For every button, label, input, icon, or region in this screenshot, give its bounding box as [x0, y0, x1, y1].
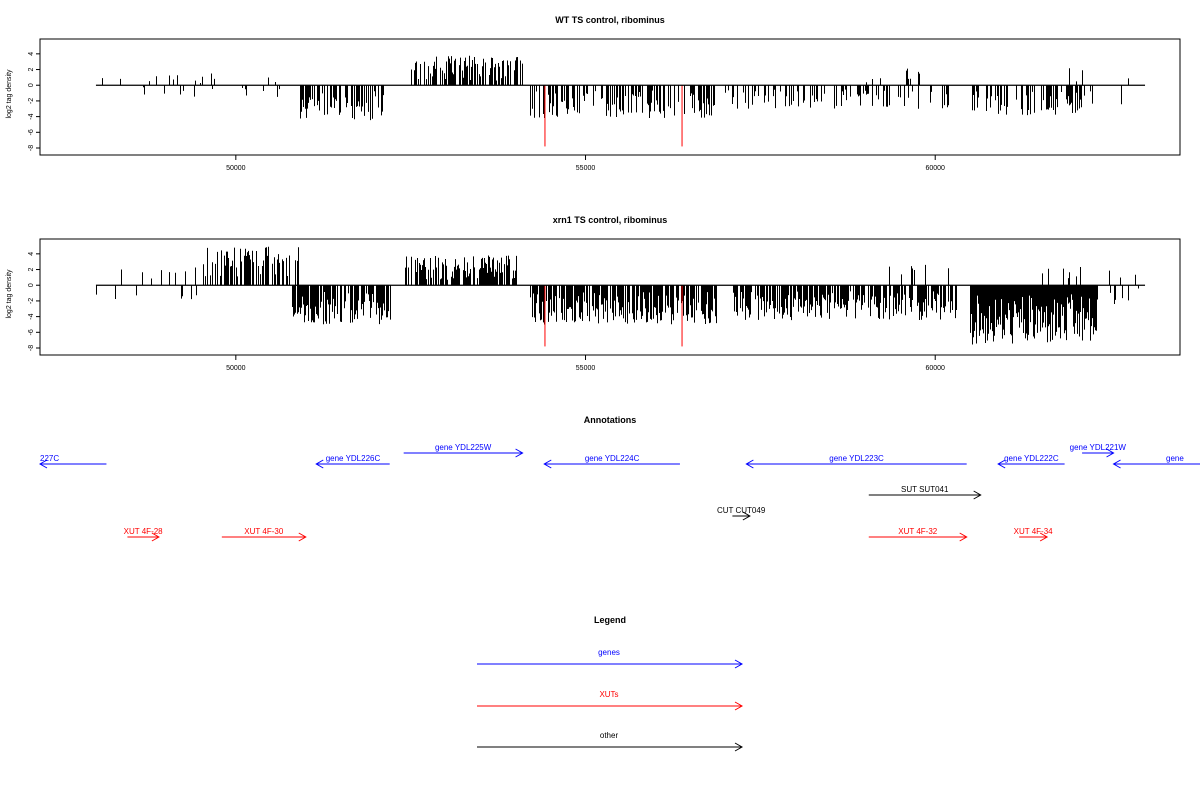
feature-label: gene YDL223C: [829, 454, 884, 463]
arrow-head: [742, 511, 751, 521]
coverage-bars: [96, 246, 1139, 345]
legend: Legend genes XUTs other: [477, 615, 744, 752]
xut-feature: XUT 4F-34: [1014, 527, 1054, 542]
xrn1-coverage-panel: xrn1 TS control, ribominus log2 tag dens…: [6, 215, 1181, 372]
feature-label: XUT 4F-28: [124, 527, 164, 536]
arrow-head: [1112, 459, 1121, 469]
y-tick-label: -6: [28, 329, 35, 335]
y-tick-label: -2: [28, 298, 35, 304]
y-axis-label: log2 tag density: [6, 69, 13, 119]
legend-label: other: [600, 731, 619, 740]
legend-item-other: other: [477, 731, 744, 752]
x-tick-label: 50000: [226, 365, 246, 372]
gene-feature: gene YDL223C: [745, 454, 967, 469]
legend-label: genes: [598, 648, 620, 657]
arrow-head: [298, 532, 307, 542]
feature-label: gene YDL221W: [1070, 443, 1127, 452]
gene-feature: 227C: [38, 454, 107, 469]
x-tick-label: 55000: [576, 365, 596, 372]
arrow-head: [1039, 532, 1049, 542]
gene-feature: gene YDL224C: [543, 454, 680, 469]
feature-label: gene YDL224C: [585, 454, 640, 463]
feature-label: CUT CUT049: [717, 506, 766, 515]
y-tick-label: -2: [28, 98, 35, 104]
coverage-bars: [102, 55, 1129, 121]
x-tick-label: 60000: [925, 165, 945, 172]
arrow-head: [734, 742, 744, 752]
y-tick-label: 0: [28, 83, 35, 87]
y-tick-label: -8: [28, 345, 35, 351]
arrow-head: [515, 448, 524, 458]
other-feature: SUT SUT041: [868, 485, 982, 500]
gene-feature: gene YDL225W: [403, 443, 524, 458]
arrow-head: [315, 459, 324, 469]
x-axis: 50000 55000 60000: [226, 155, 945, 172]
x-axis: 50000 55000 60000: [226, 355, 945, 372]
y-tick-label: 0: [28, 283, 35, 287]
feature-label: gene YDL225W: [435, 443, 492, 452]
arrow-head: [151, 532, 160, 542]
y-tick-label: -6: [28, 129, 35, 135]
arrow-head: [745, 459, 754, 469]
arrow-head: [734, 701, 744, 711]
feature-label: SUT SUT041: [901, 485, 949, 494]
other-feature: CUT CUT049: [717, 506, 766, 521]
annotation-features: 227C gene YDL226C gene YDL225W gene YDL224C…: [38, 443, 1200, 542]
legend-items: genes XUTs other: [477, 648, 744, 752]
y-tick-label: -4: [28, 313, 35, 319]
arrow-head: [38, 459, 48, 469]
legend-item-gene: genes: [477, 648, 744, 669]
feature-label: gene YDL222C: [1004, 454, 1059, 463]
y-tick-label: 4: [28, 52, 35, 56]
gene-feature: gene: [1112, 454, 1200, 469]
gene-feature: gene YDL226C: [315, 454, 390, 469]
x-tick-label: 50000: [226, 165, 246, 172]
y-axis-label: log2 tag density: [6, 269, 13, 319]
y-tick-label: -4: [28, 113, 35, 119]
legend-title: Legend: [594, 615, 626, 625]
gene-feature: gene YDL222C: [997, 454, 1065, 469]
legend-label: XUTs: [599, 690, 618, 699]
feature-label: 227C: [40, 454, 59, 463]
highlight-bars: [544, 285, 683, 347]
annotations-title: Annotations: [584, 415, 637, 425]
y-tick-label: 2: [28, 267, 35, 271]
y-tick-label: -8: [28, 145, 35, 151]
x-tick-label: 60000: [925, 365, 945, 372]
arrow-head: [734, 659, 744, 669]
feature-label: XUT 4F-34: [1014, 527, 1054, 536]
gene-feature: gene YDL221W: [1070, 443, 1127, 458]
y-axis: 4 2 0 -2 -4 -6 -8: [28, 252, 41, 351]
arrow-head: [997, 459, 1006, 469]
arrow-head: [959, 532, 968, 542]
feature-label: XUT 4F-32: [898, 527, 938, 536]
y-axis: 4 2 0 -2 -4 -6 -8: [28, 52, 41, 151]
x-tick-label: 55000: [576, 165, 596, 172]
xut-feature: XUT 4F-28: [124, 527, 164, 542]
legend-item-xut: XUTs: [477, 690, 744, 711]
arrow-head: [1106, 448, 1115, 458]
panel-title: xrn1 TS control, ribominus: [553, 215, 668, 225]
feature-label: gene YDL226C: [326, 454, 381, 463]
feature-label: XUT 4F-30: [244, 527, 284, 536]
wt-coverage-panel: WT TS control, ribominus log2 tag densit…: [6, 15, 1181, 172]
arrow-head: [973, 490, 982, 500]
y-tick-label: 2: [28, 67, 35, 71]
highlight-bars: [544, 85, 683, 147]
arrow-head: [543, 459, 552, 469]
xut-feature: XUT 4F-32: [868, 527, 968, 542]
xut-feature: XUT 4F-30: [221, 527, 307, 542]
panel-title: WT TS control, ribominus: [555, 15, 665, 25]
feature-label: gene: [1166, 454, 1184, 463]
annotations-track: Annotations 227C gene YDL226C gene YDL225W…: [38, 415, 1200, 542]
y-tick-label: 4: [28, 252, 35, 256]
